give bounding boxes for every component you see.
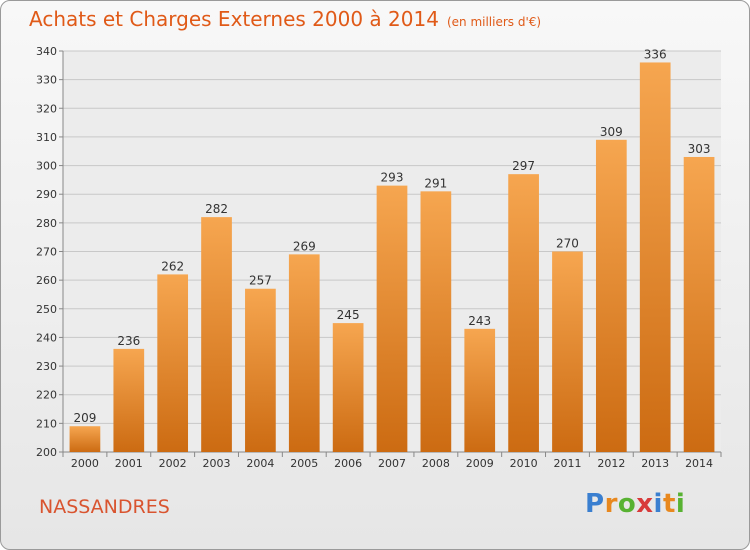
bar-2007 — [376, 185, 408, 452]
logo-letter: x — [636, 489, 654, 519]
y-tick-label: 250 — [36, 303, 57, 316]
y-tick-label: 310 — [36, 131, 57, 144]
bar-2009 — [464, 328, 496, 452]
bar-2012 — [595, 139, 627, 453]
x-tick-label-2013: 2013 — [641, 457, 669, 470]
chart-title: Achats et Charges Externes 2000 à 2014 (e… — [29, 7, 541, 31]
data-label-2009: 243 — [468, 314, 491, 328]
bar-2003 — [201, 217, 232, 452]
data-label-2013: 336 — [644, 47, 667, 61]
logo-letter: i — [653, 489, 663, 519]
y-tick-label: 290 — [36, 188, 57, 201]
data-label-2012: 309 — [600, 125, 623, 139]
bar-2014 — [683, 156, 715, 452]
data-label-2005: 269 — [293, 239, 316, 253]
y-tick-label: 320 — [36, 102, 57, 115]
y-tick-label: 200 — [36, 446, 57, 459]
bar-2006 — [332, 323, 364, 452]
bar-2004 — [245, 288, 276, 452]
x-tick-label-2010: 2010 — [510, 457, 538, 470]
y-tick-label: 300 — [36, 160, 57, 173]
data-label-2014: 303 — [688, 142, 711, 156]
x-tick-label-2009: 2009 — [466, 457, 494, 470]
chart-title-text: Achats et Charges Externes 2000 à 2014 — [29, 7, 439, 31]
data-label-2000: 209 — [73, 411, 96, 425]
logo-letter: P — [585, 489, 605, 519]
bars — [69, 62, 715, 453]
bar-2005 — [288, 254, 320, 452]
bar-2000 — [69, 426, 101, 452]
data-label-2002: 262 — [161, 259, 184, 273]
bar-2013 — [639, 62, 671, 452]
x-tick-label-2014: 2014 — [685, 457, 713, 470]
logo-letter: o — [617, 489, 637, 519]
x-tick-label-2002: 2002 — [159, 457, 187, 470]
data-label-2010: 297 — [512, 159, 535, 173]
x-tick-label-2004: 2004 — [246, 457, 274, 470]
logo-letter: t — [662, 489, 676, 519]
data-label-2006: 245 — [337, 308, 360, 322]
y-tick-label: 230 — [36, 360, 57, 373]
data-label-2004: 257 — [249, 274, 272, 288]
x-tick-label-2006: 2006 — [334, 457, 362, 470]
data-label-2001: 236 — [117, 334, 140, 348]
bar-2001 — [113, 348, 145, 452]
bar-2002 — [157, 274, 189, 452]
x-tick-label-2007: 2007 — [378, 457, 406, 470]
data-labels: 209 236 262 282 257 269 245 293 291 243 297 270 309 3… — [73, 47, 710, 425]
bar-2008 — [420, 191, 452, 452]
y-tick-label: 270 — [36, 246, 57, 259]
y-tick-label: 280 — [36, 217, 57, 230]
logo-letter: i — [675, 489, 686, 519]
y-tick-label: 240 — [36, 331, 57, 344]
x-tick-label-2001: 2001 — [115, 457, 143, 470]
y-tick-label: 260 — [36, 274, 57, 287]
data-label-2007: 293 — [381, 171, 404, 185]
chart-subtitle: (en milliers d'€) — [446, 15, 542, 29]
y-tick-label: 340 — [36, 45, 57, 58]
x-tick-label-2005: 2005 — [290, 457, 318, 470]
proxiti-logo: Proxiti — [585, 489, 685, 519]
y-tick-label: 330 — [36, 74, 57, 87]
x-tick-label-2008: 2008 — [422, 457, 450, 470]
data-label-2011: 270 — [556, 237, 579, 251]
data-label-2008: 291 — [424, 176, 447, 190]
x-tick-label-2000: 2000 — [71, 457, 99, 470]
y-tick-label: 210 — [36, 417, 57, 430]
y-tick-label: 220 — [36, 389, 57, 402]
x-tick-label-2012: 2012 — [597, 457, 625, 470]
x-tick-label-2011: 2011 — [553, 457, 581, 470]
location-name: NASSANDRES — [39, 496, 170, 518]
bar-2010 — [508, 174, 539, 452]
x-tick-label-2003: 2003 — [203, 457, 231, 470]
data-label-2003: 282 — [205, 202, 228, 216]
logo-letter: r — [604, 489, 618, 519]
bar-2011 — [552, 251, 583, 452]
